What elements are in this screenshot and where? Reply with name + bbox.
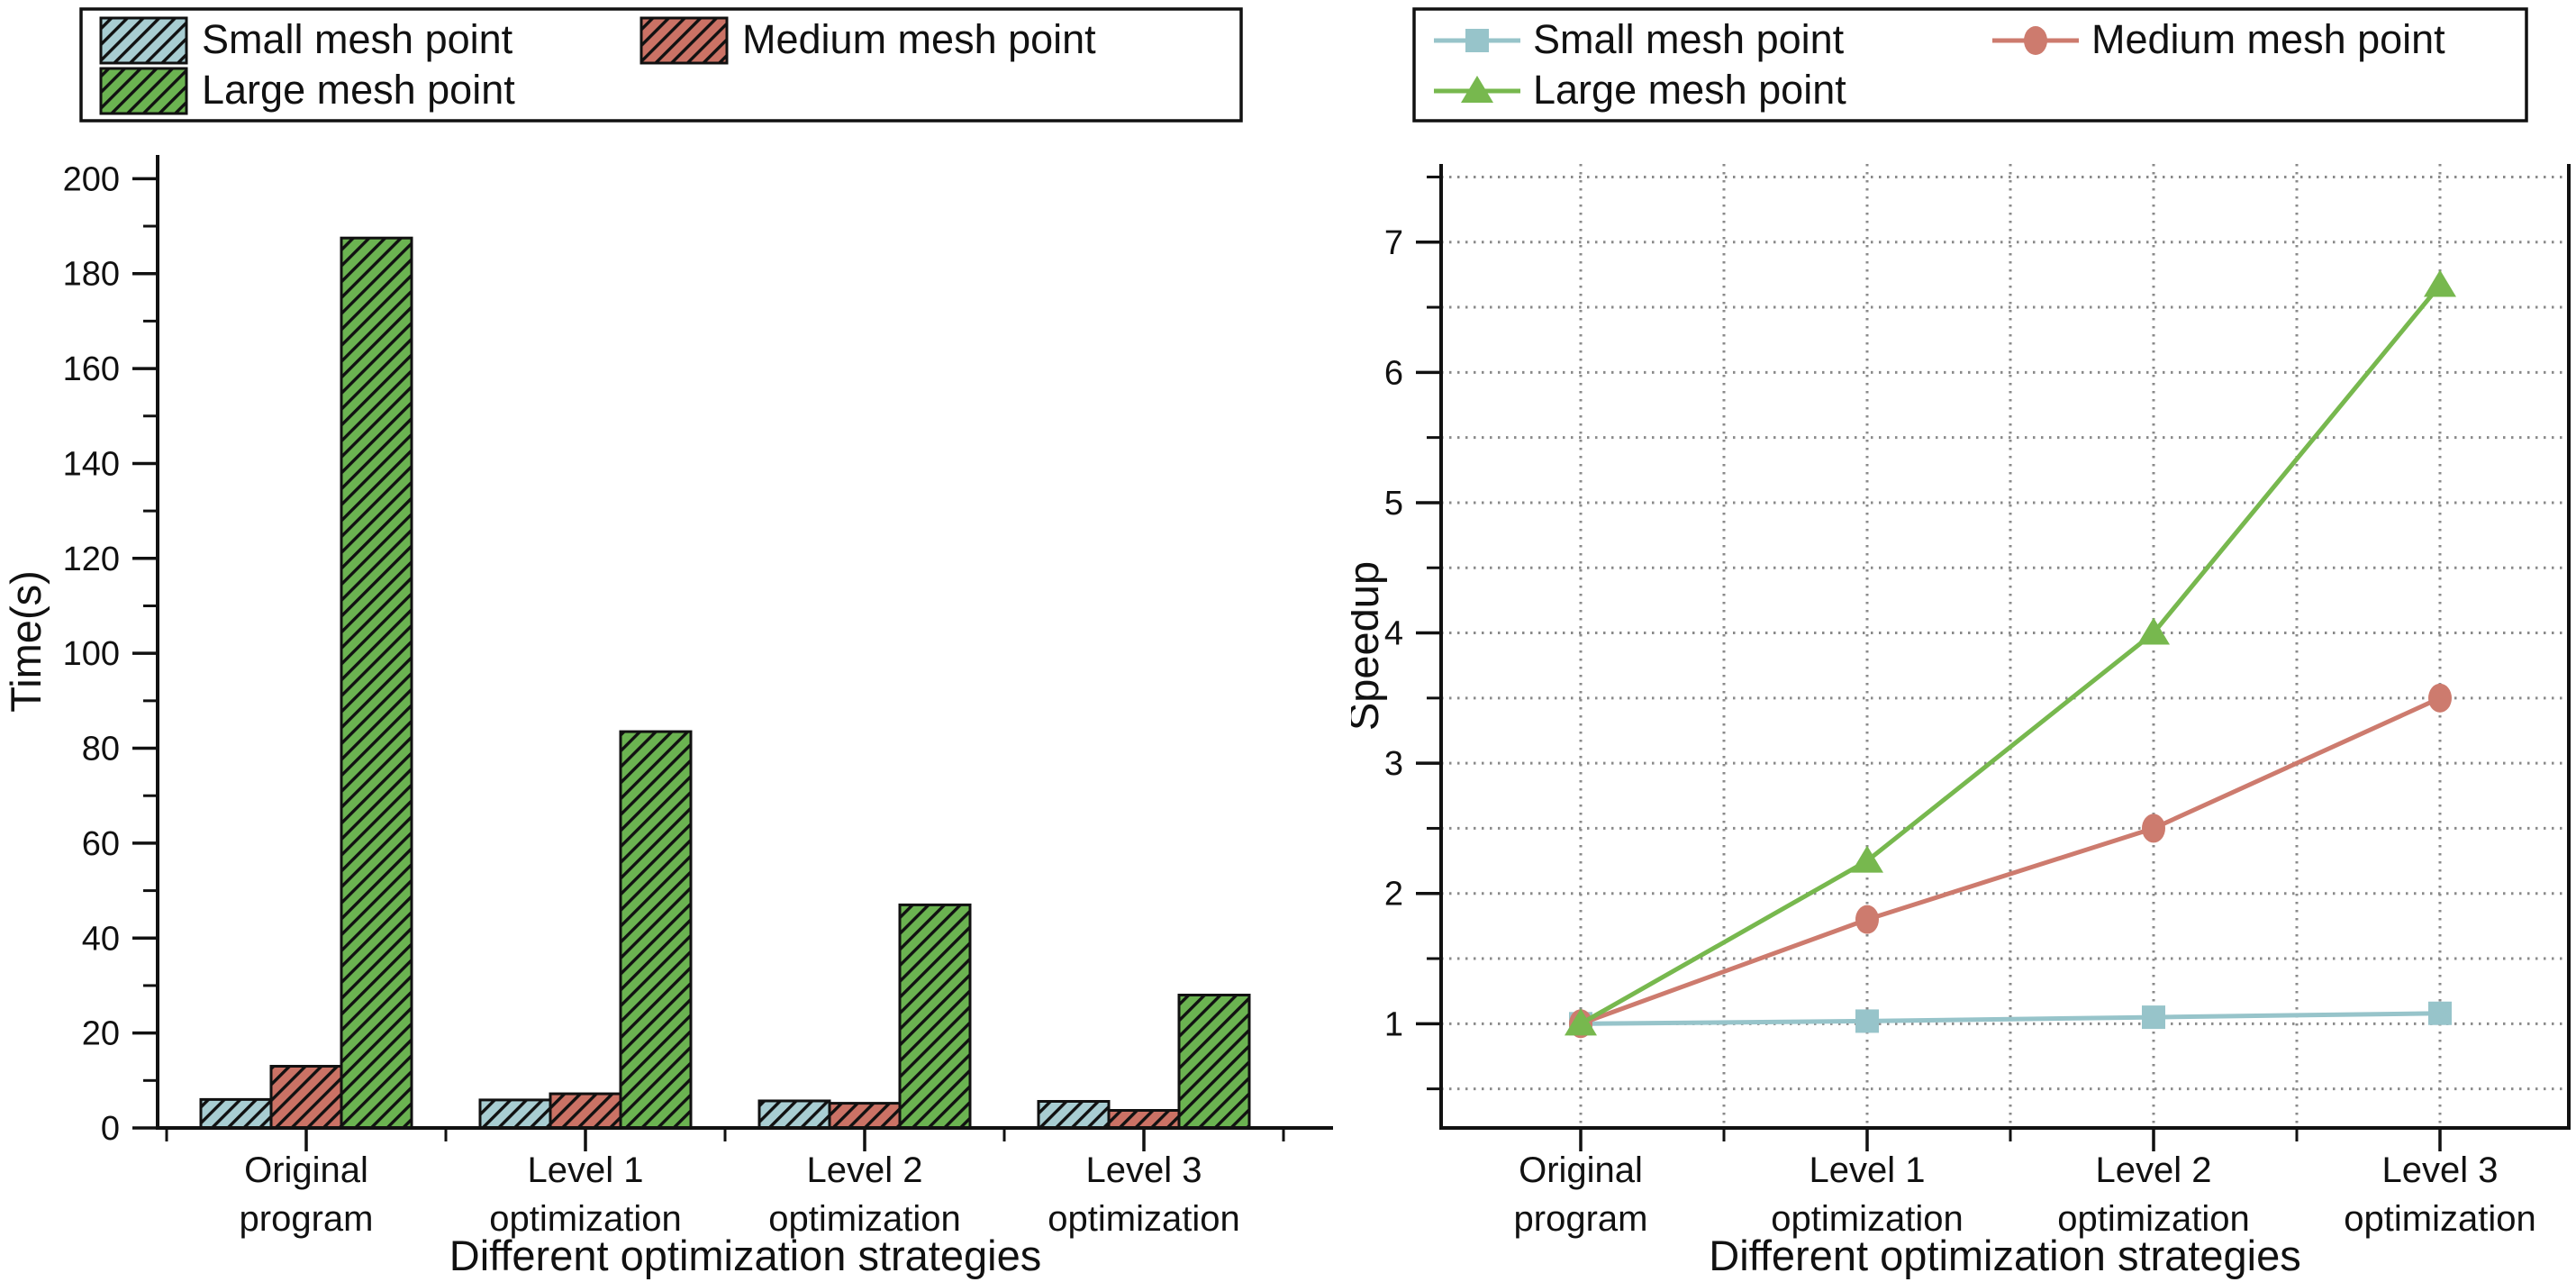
y-axis-title: Time(s) — [2, 570, 50, 713]
legend-circle-marker — [2024, 26, 2047, 55]
legend-triangle-marker — [1461, 76, 1493, 103]
x-axis-title: Different optimization strategies — [449, 1232, 1041, 1279]
y-tick-label: 2 — [1384, 876, 1403, 914]
bar — [340, 236, 413, 1130]
category-label: program — [240, 1199, 374, 1239]
bar — [1037, 1099, 1111, 1130]
y-tick-label: 4 — [1384, 615, 1403, 653]
circle-marker — [1855, 905, 1879, 934]
legend-label: Large mesh point — [202, 67, 515, 113]
category-label: optimization — [768, 1199, 960, 1239]
category-label: Level 2 — [807, 1150, 923, 1190]
category-label: Original — [244, 1150, 368, 1190]
y-tick-label: 7 — [1384, 224, 1403, 262]
y-tick-label: 3 — [1384, 745, 1403, 783]
legend-label: Medium mesh point — [742, 16, 1096, 62]
bar — [269, 1065, 343, 1130]
y-tick-label: 200 — [63, 160, 120, 198]
category-label: optimization — [1771, 1199, 1963, 1239]
y-tick-label: 5 — [1384, 485, 1403, 523]
bar — [199, 1097, 273, 1130]
series-line — [1580, 1011, 2441, 1026]
category-label: optimization — [2344, 1199, 2535, 1239]
category-label: program — [1514, 1199, 1648, 1239]
square-marker — [2428, 1001, 2452, 1025]
category-label: Level 3 — [1086, 1150, 1202, 1190]
bar — [619, 730, 693, 1130]
bar — [478, 1098, 552, 1130]
category-label: Original — [1519, 1150, 1643, 1190]
category-label: Level 3 — [2382, 1150, 2499, 1190]
y-tick-label: 6 — [1384, 354, 1403, 392]
category-label: Level 2 — [2096, 1150, 2212, 1190]
series-line — [1579, 283, 2442, 1026]
y-tick-label: 40 — [82, 920, 120, 958]
y-tick-label: 180 — [63, 256, 120, 294]
y-tick-label: 80 — [82, 731, 120, 768]
triangle-marker — [2137, 617, 2170, 645]
square-marker — [1855, 1009, 1879, 1033]
bar — [828, 1102, 902, 1130]
bar — [549, 1092, 622, 1130]
x-axis-title: Different optimization strategies — [1709, 1232, 2300, 1279]
y-tick-label: 160 — [63, 350, 120, 388]
y-tick-label: 120 — [63, 541, 120, 578]
legend-swatch — [639, 16, 729, 65]
y-tick-label: 20 — [82, 1015, 120, 1053]
time-bar-chart: 0 20 40 60 80 100 120 140 160 180 200 Original progr… — [2, 7, 1333, 1279]
square-marker — [2142, 1005, 2165, 1030]
legend-label: Large mesh point — [1533, 67, 1846, 113]
triangle-marker — [2424, 269, 2456, 297]
y-tick-label: 60 — [82, 825, 120, 863]
y-tick-label: 140 — [63, 445, 120, 483]
legend-swatch — [99, 16, 188, 65]
bar — [898, 903, 972, 1130]
legend-label: Small mesh point — [1533, 16, 1845, 62]
y-tick-label: 1 — [1384, 1005, 1403, 1043]
circle-marker — [2428, 683, 2452, 713]
category-label: Level 1 — [1810, 1150, 1926, 1190]
legend-box — [1412, 7, 2528, 123]
line-chart-panel: 1 2 3 4 5 6 7 Original program Level 1 optimizatio… — [1351, 0, 2576, 1282]
y-tick-label: 0 — [101, 1110, 120, 1148]
category-label: optimization — [489, 1199, 681, 1239]
bar — [1177, 993, 1251, 1130]
bar — [1107, 1109, 1181, 1130]
category-label: optimization — [2057, 1199, 2249, 1239]
legend-swatch — [99, 67, 188, 115]
series-line — [1580, 696, 2442, 1026]
y-tick-label: 100 — [63, 635, 120, 673]
speedup-line-chart: 1 2 3 4 5 6 7 Original program Level 1 optimizatio… — [1351, 7, 2571, 1279]
category-label: optimization — [1048, 1199, 1239, 1239]
circle-marker — [2142, 814, 2165, 843]
legend-square-marker — [1465, 29, 1489, 52]
legend-label: Small mesh point — [202, 16, 513, 62]
y-axis-title: Speedup — [1351, 561, 1387, 731]
triangle-marker — [1851, 845, 1883, 873]
category-label: Level 1 — [528, 1150, 644, 1190]
bar — [757, 1099, 831, 1130]
triangle-marker — [1565, 1008, 1597, 1036]
bar-chart-panel: 0 20 40 60 80 100 120 140 160 180 200 Original progr… — [2, 7, 1333, 1279]
legend-label: Medium mesh point — [2091, 16, 2445, 62]
